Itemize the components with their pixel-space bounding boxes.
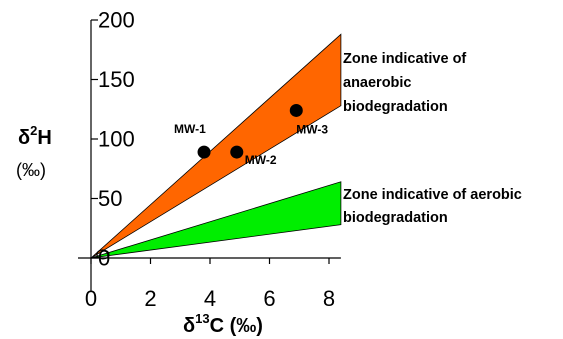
x-tick-label: 4 bbox=[204, 286, 216, 311]
y-axis-unit: (‰) bbox=[16, 160, 46, 180]
points-layer: MW-1 MW-2 MW-3 bbox=[174, 103, 328, 167]
anaerobic-zone bbox=[90, 33, 342, 259]
zone-label-anaerobic: Zone indicative of anaerobic biodegradat… bbox=[343, 51, 470, 115]
zones-layer bbox=[90, 33, 342, 259]
point-label: MW-2 bbox=[245, 153, 277, 167]
point-label: MW-1 bbox=[174, 122, 206, 136]
aerobic-zone bbox=[90, 181, 342, 259]
data-point-mw-2 bbox=[230, 145, 244, 159]
x-tick-label: 8 bbox=[323, 286, 335, 311]
y-axis-title: δ2H bbox=[18, 123, 52, 149]
x-tick-label: 6 bbox=[263, 286, 275, 311]
zone-label-anaerobic-line-2: anaerobic bbox=[343, 75, 412, 91]
zone-label-aerobic-line-1: Zone indicative of aerobic bbox=[343, 187, 522, 203]
data-point-mw-3 bbox=[289, 103, 303, 117]
y-tick-label: 200 bbox=[98, 8, 135, 33]
y-tick-label: 150 bbox=[98, 67, 135, 92]
data-point-mw-1 bbox=[197, 145, 211, 159]
point-label: MW-3 bbox=[296, 122, 328, 136]
zone-label-aerobic-line-2: biodegradation bbox=[343, 210, 448, 226]
x-tick-label: 0 bbox=[85, 286, 97, 311]
x-tick-label: 2 bbox=[144, 286, 156, 311]
zone-label-anaerobic-line-1: Zone indicative of bbox=[343, 51, 466, 67]
origin-marker bbox=[96, 249, 110, 260]
x-axis-title: δ13C (‰) bbox=[183, 311, 263, 337]
zone-label-anaerobic-line-3: biodegradation bbox=[343, 99, 448, 115]
zone-label-aerobic: Zone indicative of aerobic biodegradatio… bbox=[343, 187, 526, 226]
y-tick-label: 50 bbox=[98, 186, 122, 211]
y-tick-label: 100 bbox=[98, 127, 135, 152]
